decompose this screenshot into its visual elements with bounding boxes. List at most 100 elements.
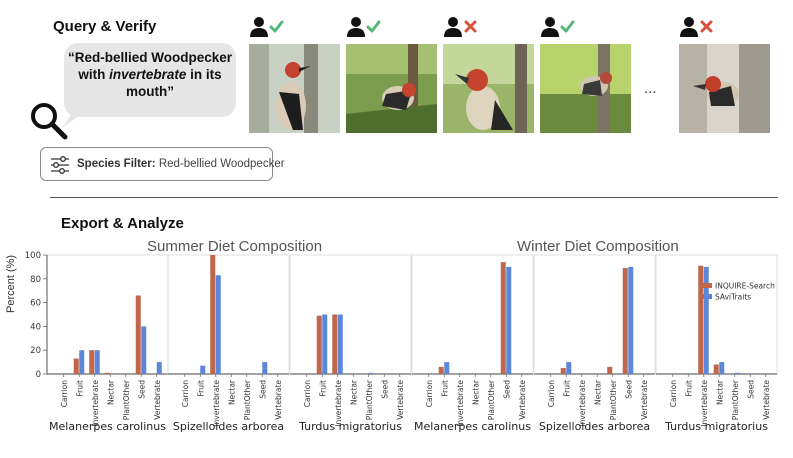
verification-status-1[interactable] — [250, 16, 284, 43]
bar-savitraits — [734, 372, 740, 374]
bar-savitraits — [262, 362, 268, 374]
panel-frame — [411, 254, 534, 375]
bar-savitraits — [79, 350, 85, 374]
winter-chart-title: Winter Diet Composition — [517, 238, 679, 255]
bar-inquire — [713, 364, 719, 374]
x-tick-label: Seed — [746, 380, 755, 399]
x-tick-label: Fruit — [75, 380, 84, 397]
y-tick-label: 20 — [30, 346, 41, 356]
bubble-tail — [62, 104, 96, 128]
x-tick-label: Carrion — [60, 380, 69, 408]
filter-label: Species Filter: — [77, 158, 156, 170]
section-divider — [50, 197, 778, 198]
user-cross-icon — [444, 17, 477, 37]
bar-savitraits — [215, 275, 221, 374]
x-tick-label: Invertebrate — [334, 380, 343, 427]
y-tick-label: 0 — [36, 370, 41, 380]
x-tick-label: Vertebrate — [518, 380, 527, 420]
user-check-icon — [250, 17, 284, 37]
user-cross-icon — [680, 17, 713, 37]
x-tick-label: Nectar — [715, 379, 724, 405]
x-tick-label: Nectar — [593, 379, 602, 405]
sliders-icon — [51, 156, 69, 174]
species-label: Melanerpes carolinus — [414, 420, 531, 433]
search-icon[interactable] — [28, 100, 70, 142]
bar-savitraits — [337, 314, 343, 374]
bar-inquire — [316, 315, 322, 374]
bird-image-4[interactable] — [540, 44, 631, 133]
y-tick-label: 60 — [30, 299, 41, 309]
bird-image-2[interactable] — [346, 44, 437, 133]
x-tick-label: Vertebrate — [274, 380, 283, 420]
bar-savitraits — [156, 362, 162, 374]
bar-savitraits — [506, 266, 512, 374]
query-text-suffix: in its mouth” — [126, 67, 222, 99]
x-tick-label: Fruit — [562, 380, 571, 397]
x-tick-label: Carrion — [547, 380, 556, 408]
verification-status-4[interactable] — [541, 16, 575, 43]
bar-inquire — [500, 262, 506, 374]
y-tick-label: 80 — [30, 275, 41, 285]
bar-inquire — [135, 295, 141, 374]
verification-status-2[interactable] — [347, 16, 381, 43]
user-check-icon — [541, 17, 575, 37]
bar-savitraits — [322, 314, 328, 374]
x-tick-label: PlantOther — [122, 379, 131, 420]
x-tick-label: Nectar — [227, 379, 236, 405]
query-text-emphasis: invertebrate — [109, 67, 187, 82]
x-tick-label: Seed — [380, 380, 389, 399]
bar-inquire — [73, 358, 79, 374]
x-tick-label: Vertebrate — [762, 380, 771, 420]
x-tick-label: Invertebrate — [700, 380, 709, 427]
legend-swatch-savitraits — [703, 294, 712, 299]
species-filter[interactable]: Species Filter: Red-bellied Woodpecker — [40, 147, 285, 181]
filter-value: Red-bellied Woodpecker — [158, 158, 285, 170]
bar-savitraits — [566, 362, 572, 374]
bar-savitraits — [444, 362, 450, 374]
verification-status-3[interactable] — [444, 16, 478, 43]
verification-status-5[interactable] — [680, 16, 714, 43]
panel-frame — [533, 254, 656, 375]
query-verify-title: Query & Verify — [53, 18, 157, 35]
species-label: Turdus migratorius — [664, 420, 768, 433]
bar-savitraits — [703, 266, 709, 374]
x-tick-label: Fruit — [196, 380, 205, 397]
x-tick-label: Vertebrate — [396, 380, 405, 420]
species-label: Turdus migratorius — [298, 420, 402, 433]
species-label: Melanerpes carolinus — [49, 420, 166, 433]
panel-frame — [167, 254, 290, 375]
query-text-prefix: “Red-bellied Woodpecker with — [67, 50, 233, 82]
x-tick-label: Fruit — [318, 380, 327, 397]
summer-chart-title: Summer Diet Composition — [147, 238, 323, 255]
x-tick-label: Carrion — [425, 380, 434, 408]
x-tick-label: Vertebrate — [640, 380, 649, 420]
y-tick-label: 40 — [30, 322, 41, 332]
x-tick-label: PlantOther — [243, 379, 252, 420]
x-tick-label: PlantOther — [487, 379, 496, 420]
species-label: Spizelloides arborea — [173, 420, 284, 433]
panel-frame — [46, 254, 169, 375]
bar-savitraits — [200, 365, 206, 374]
bird-image-3[interactable] — [443, 44, 534, 133]
bar-savitraits — [141, 326, 147, 374]
x-tick-label: Invertebrate — [91, 380, 100, 427]
x-tick-label: Invertebrate — [456, 380, 465, 427]
y-tick-label: 100 — [25, 251, 41, 261]
bar-savitraits — [94, 350, 100, 374]
x-tick-label: Nectar — [349, 379, 358, 405]
bird-image-1[interactable] — [249, 44, 340, 133]
bar-inquire — [622, 268, 628, 374]
x-tick-label: Seed — [258, 380, 267, 399]
bar-inquire — [89, 350, 95, 374]
x-tick-label: Invertebrate — [578, 380, 587, 427]
bird-image-5[interactable] — [679, 44, 770, 133]
x-tick-label: Fruit — [684, 380, 693, 397]
x-tick-label: Vertebrate — [153, 380, 162, 420]
bar-savitraits — [628, 266, 634, 374]
bar-inquire — [332, 314, 338, 374]
bar-inquire — [104, 372, 110, 374]
species-label: Spizelloides arborea — [539, 420, 650, 433]
legend-label: SAviTraits — [715, 293, 751, 302]
panel-frame — [289, 254, 412, 375]
